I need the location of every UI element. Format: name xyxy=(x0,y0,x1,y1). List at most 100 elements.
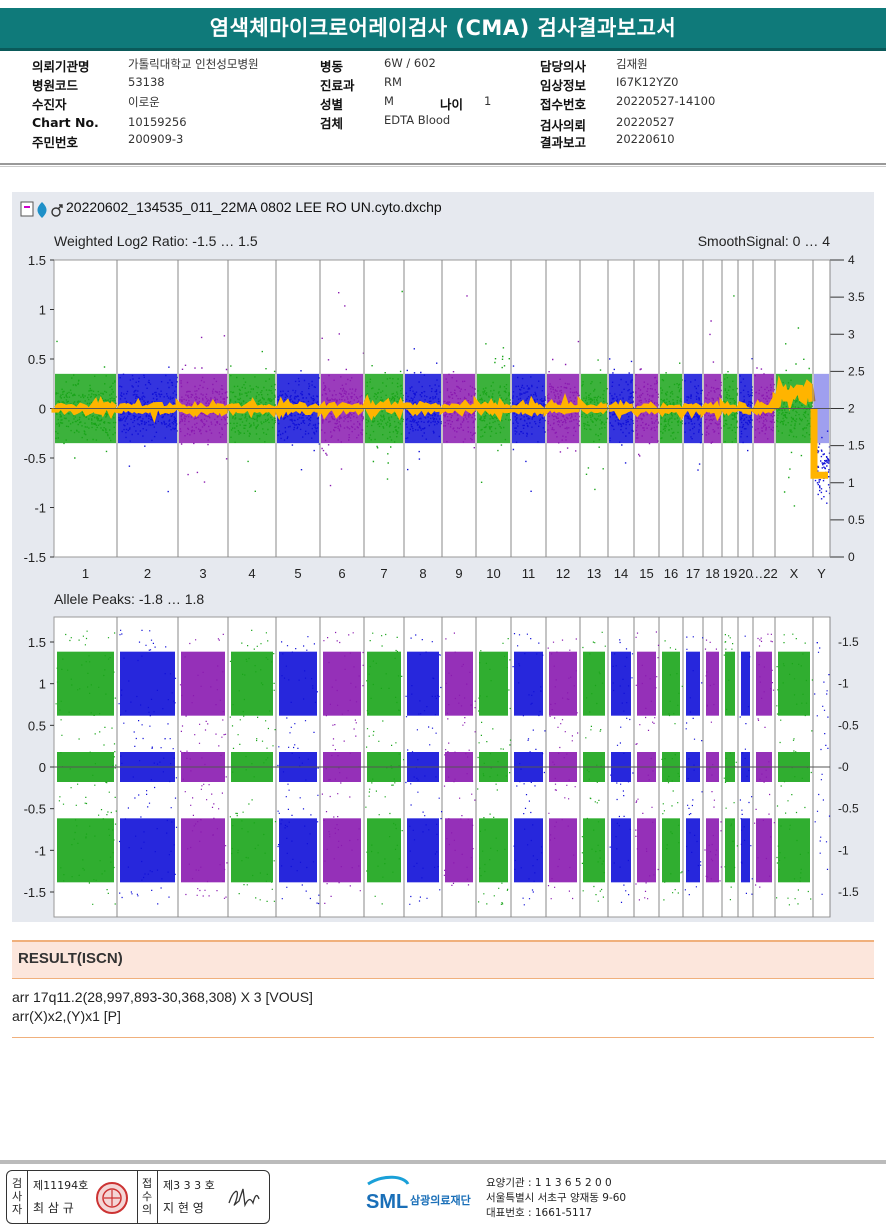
info-value: 20220527 xyxy=(616,115,675,129)
info-label: 나이 xyxy=(440,97,464,112)
info-value: I67K12YZ0 xyxy=(616,75,679,89)
info-value: 20220527-14100 xyxy=(616,94,716,108)
drop-icon xyxy=(37,202,47,218)
y-tick-label: 0.5 xyxy=(28,718,46,733)
info-label: 검사의뢰 xyxy=(540,118,587,133)
allele-band xyxy=(279,818,317,883)
allele-band xyxy=(706,651,719,716)
allele-band xyxy=(662,651,680,716)
info-value: 53138 xyxy=(128,75,165,89)
y2-tick-label: 3.5 xyxy=(848,290,865,304)
info-label: 주민번호 xyxy=(32,135,79,150)
org-phone: 대표번호 : 1661-5117 xyxy=(486,1207,593,1219)
chromosome-allele-X xyxy=(776,633,813,906)
chromosome-allele-18 xyxy=(704,639,722,883)
chromosome-label: X xyxy=(790,566,799,581)
org-code: 요양기관 : 1 1 3 6 5 2 0 0 xyxy=(486,1177,612,1189)
info-label: 의뢰기관명 xyxy=(32,59,90,74)
info-label: 임상정보 xyxy=(540,78,587,93)
info-value: 200909-3 xyxy=(128,132,184,146)
y-tick-label: 1.5 xyxy=(28,253,46,268)
result-line-1: arr 17q11.2(28,997,893-30,368,308) X 3 [… xyxy=(12,989,313,1005)
info-value: 10159256 xyxy=(128,115,187,129)
y-tick-label: -1 xyxy=(34,843,46,858)
male-icon-arrow xyxy=(57,204,63,210)
info-label: 성별 xyxy=(320,97,344,112)
info-label: 결과보고 xyxy=(540,135,587,150)
examiner-license: 제11194호 xyxy=(33,1179,89,1192)
allele-band xyxy=(407,818,439,883)
allele-points xyxy=(609,639,634,903)
y-tick-label: 1.5 xyxy=(28,635,46,650)
chromosome-allele-1 xyxy=(55,630,117,905)
examiner-char: 사 xyxy=(11,1190,23,1203)
chromosome-label: 10 xyxy=(486,566,500,581)
chromosome-allele-5 xyxy=(277,636,320,905)
allele-band xyxy=(323,818,361,883)
allele-band xyxy=(231,818,273,883)
chromosome-label: 12 xyxy=(556,566,570,581)
info-label: Chart No. xyxy=(32,115,99,130)
info-label: 병원코드 xyxy=(32,78,79,93)
chromosome-allele-12 xyxy=(547,638,579,900)
chromosome-label: 6 xyxy=(338,566,345,581)
info-value: 김재원 xyxy=(616,57,648,71)
cma-plot: Weighted Log2 Ratio: -1.5 … 1.5 SmoothSig… xyxy=(24,233,865,918)
chromosome-label: Y xyxy=(817,566,826,581)
allele-band xyxy=(686,651,700,716)
smooth-signal xyxy=(473,395,513,422)
chromosome-label: 17 xyxy=(686,566,700,581)
y2-tick-label: -1 xyxy=(838,843,849,857)
smooth-signal xyxy=(810,408,828,479)
smooth-signal xyxy=(439,399,478,417)
allele-band xyxy=(662,818,680,883)
smooth-signal xyxy=(401,400,443,417)
allele-band xyxy=(367,818,401,883)
allele-band xyxy=(611,818,631,883)
logo-text: SML xyxy=(366,1191,408,1213)
y-tick-label: -1 xyxy=(34,501,46,516)
allele-band xyxy=(367,651,401,716)
confirm-char: 수 xyxy=(141,1190,153,1203)
allele-band xyxy=(479,818,508,883)
chromosome-label: 9 xyxy=(455,566,462,581)
y-tick-label: -1.5 xyxy=(24,885,46,900)
allele-band xyxy=(279,651,317,716)
chromosome-allele-16 xyxy=(661,640,683,901)
chromosome-allele-15 xyxy=(635,631,660,901)
y2-tick-label: -1.5 xyxy=(838,635,859,649)
y2-tick-label: 4 xyxy=(848,253,855,267)
info-label: 검체 xyxy=(320,116,344,131)
y2-tick-label: -0.5 xyxy=(838,802,859,816)
chromosome-label: 4 xyxy=(248,566,255,581)
allele-band xyxy=(57,818,114,883)
confirm-label: 접 수 의 xyxy=(139,1177,155,1216)
divider xyxy=(0,163,886,165)
patient-info: 의뢰기관명 가톨릭대학교 인천성모병원 병원코드 53138 수진자 이로운 C… xyxy=(0,52,886,164)
allele-points xyxy=(684,636,704,896)
report-title: 염색체마이크로어레이검사 (CMA) 검사결과보고서 xyxy=(0,8,886,51)
confirm-name: 지 현 영 xyxy=(163,1201,204,1215)
confirm-char: 의 xyxy=(141,1203,153,1216)
seal-stamp xyxy=(96,1182,128,1214)
info-value: M xyxy=(384,94,394,108)
chromosome-label: 8 xyxy=(419,566,426,581)
result-body: arr 17q11.2(28,997,893-30,368,308) X 3 [… xyxy=(12,988,313,1026)
allele-band xyxy=(706,818,719,883)
chromosome-ratio-…22 xyxy=(750,367,778,444)
chromosome-allele-10 xyxy=(477,638,512,905)
chromosome-allele-…22 xyxy=(754,633,775,888)
chromosome-label: 18 xyxy=(705,566,719,581)
allele-band xyxy=(549,651,577,716)
logo-arc xyxy=(367,1175,410,1186)
allele-band xyxy=(583,651,605,716)
allele-band xyxy=(445,818,473,883)
allele-band xyxy=(741,651,750,716)
allele-band xyxy=(120,818,175,883)
smooth-signal xyxy=(680,402,704,422)
chromosome-label: 7 xyxy=(380,566,387,581)
result-header: RESULT(ISCN) xyxy=(12,940,874,979)
footer-divider xyxy=(0,1160,886,1164)
allele-band xyxy=(756,651,772,716)
org-name: 삼광의료재단 xyxy=(410,1193,471,1207)
